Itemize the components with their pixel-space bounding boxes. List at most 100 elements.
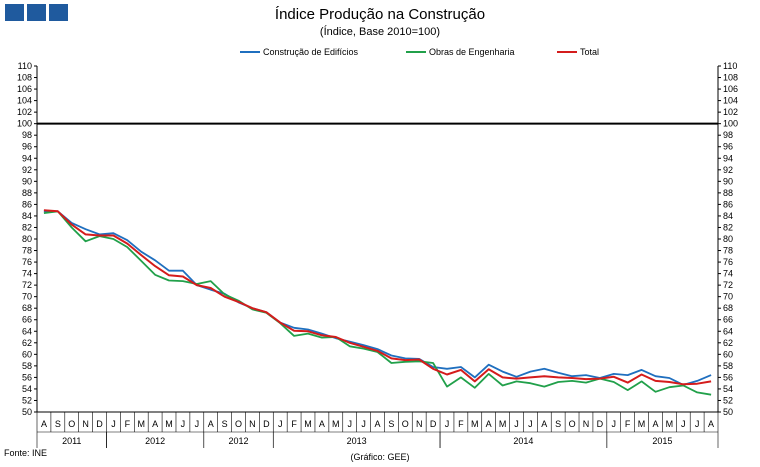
legend-item-edificios: Construção de Edifícios (240, 47, 358, 57)
x-tick-label: D (430, 419, 437, 429)
y-tick-label-left: 62 (22, 338, 32, 348)
year-label: 2014 (513, 436, 533, 446)
x-tick-label: J (528, 419, 533, 429)
logo-square-icon (5, 4, 24, 21)
y-tick-label-left: 82 (22, 222, 32, 232)
y-tick-label-right: 90 (723, 176, 733, 186)
y-tick-label-left: 96 (22, 142, 32, 152)
x-tick-label: F (458, 419, 464, 429)
y-tick-label-right: 88 (723, 188, 733, 198)
y-tick-label-right: 102 (723, 107, 738, 117)
x-tick-label: A (486, 419, 492, 429)
legend-item-engenharia: Obras de Engenharia (406, 47, 515, 57)
series-line-total (43, 209, 712, 386)
chart-title: Índice Produção na Construção (274, 6, 486, 23)
year-label: 2012 (145, 436, 165, 446)
y-tick-label-left: 66 (22, 315, 32, 325)
x-tick-label: J (347, 419, 352, 429)
y-tick-label-left: 64 (22, 326, 32, 336)
series-line-edificios (43, 210, 712, 386)
y-tick-label-left: 88 (22, 188, 32, 198)
year-label: 2013 (347, 436, 367, 446)
x-tick-label: S (388, 419, 394, 429)
x-tick-label: J (181, 419, 186, 429)
y-tick-label-left: 84 (22, 211, 32, 221)
legend-swatch (406, 51, 426, 53)
x-tick-label: N (82, 419, 89, 429)
x-tick-label: M (165, 419, 173, 429)
y-tick-label-right: 54 (723, 384, 733, 394)
y-tick-label-right: 108 (723, 73, 738, 83)
y-tick-label-right: 60 (723, 349, 733, 359)
y-tick-label-left: 58 (22, 361, 32, 371)
x-tick-label: J (111, 419, 116, 429)
x-tick-label: N (416, 419, 423, 429)
y-tick-label-left: 86 (22, 199, 32, 209)
x-tick-label: O (402, 419, 409, 429)
y-tick-label-left: 98 (22, 130, 32, 140)
x-tick-label: D (263, 419, 270, 429)
x-tick-label: N (249, 419, 256, 429)
x-tick-label: O (235, 419, 242, 429)
y-tick-label-left: 56 (22, 372, 32, 382)
y-tick-label-right: 56 (723, 372, 733, 382)
y-tick-label-left: 54 (22, 384, 32, 394)
y-tick-label-right: 80 (723, 234, 733, 244)
y-tick-label-left: 72 (22, 280, 32, 290)
y-tick-label-right: 94 (723, 153, 733, 163)
x-tick-label: N (583, 419, 590, 429)
y-tick-label-right: 92 (723, 165, 733, 175)
logo-square-icon (27, 4, 46, 21)
y-tick-label-right: 58 (723, 361, 733, 371)
x-tick-label: A (652, 419, 658, 429)
y-tick-label-left: 52 (22, 395, 32, 405)
year-label: 2012 (229, 436, 249, 446)
y-tick-label-left: 90 (22, 176, 32, 186)
chart-subtitle: (Índice, Base 2010=100) (319, 26, 441, 38)
y-tick-label-right: 74 (723, 269, 733, 279)
y-tick-label-left: 102 (17, 107, 32, 117)
y-tick-label-right: 62 (723, 338, 733, 348)
x-tick-label: S (555, 419, 561, 429)
y-tick-label-right: 110 (723, 61, 737, 71)
y-tick-label-left: 50 (22, 407, 32, 417)
x-tick-label: J (695, 419, 700, 429)
x-tick-label: O (68, 419, 75, 429)
y-tick-label-right: 96 (723, 142, 733, 152)
x-tick-label: A (541, 419, 547, 429)
y-tick-label-left: 100 (17, 119, 32, 129)
x-tick-label: M (638, 419, 646, 429)
y-tick-label-left: 108 (17, 73, 32, 83)
y-tick-label-left: 60 (22, 349, 32, 359)
x-tick-label: M (499, 419, 507, 429)
x-tick-label: J (361, 419, 366, 429)
y-tick-label-left: 68 (22, 303, 32, 313)
x-tick-label: J (612, 419, 617, 429)
x-tick-label: J (445, 419, 450, 429)
y-tick-label-left: 78 (22, 246, 32, 256)
x-tick-label: D (96, 419, 103, 429)
x-tick-label: A (41, 419, 47, 429)
year-label: 2015 (652, 436, 672, 446)
legend: Construção de Edifícios Obras de Engenha… (0, 45, 760, 59)
y-tick-label-right: 98 (723, 130, 733, 140)
x-tick-label: J (681, 419, 686, 429)
y-tick-label-right: 104 (723, 96, 738, 106)
legend-item-total: Total (557, 47, 599, 57)
y-tick-label-right: 70 (723, 292, 733, 302)
y-tick-label-right: 84 (723, 211, 733, 221)
x-tick-label: S (222, 419, 228, 429)
y-tick-label-right: 100 (723, 119, 738, 129)
y-tick-label-right: 78 (723, 246, 733, 256)
x-tick-label: J (514, 419, 519, 429)
source-note: Fonte: INE (4, 448, 48, 458)
year-label: 2011 (62, 436, 81, 446)
x-tick-label: F (291, 419, 297, 429)
y-tick-label-left: 80 (22, 234, 32, 244)
credit-note: (Gráfico: GEE) (350, 452, 410, 462)
x-tick-label: M (304, 419, 312, 429)
legend-swatch (240, 51, 260, 53)
y-tick-label-left: 70 (22, 292, 32, 302)
y-tick-label-right: 86 (723, 199, 733, 209)
